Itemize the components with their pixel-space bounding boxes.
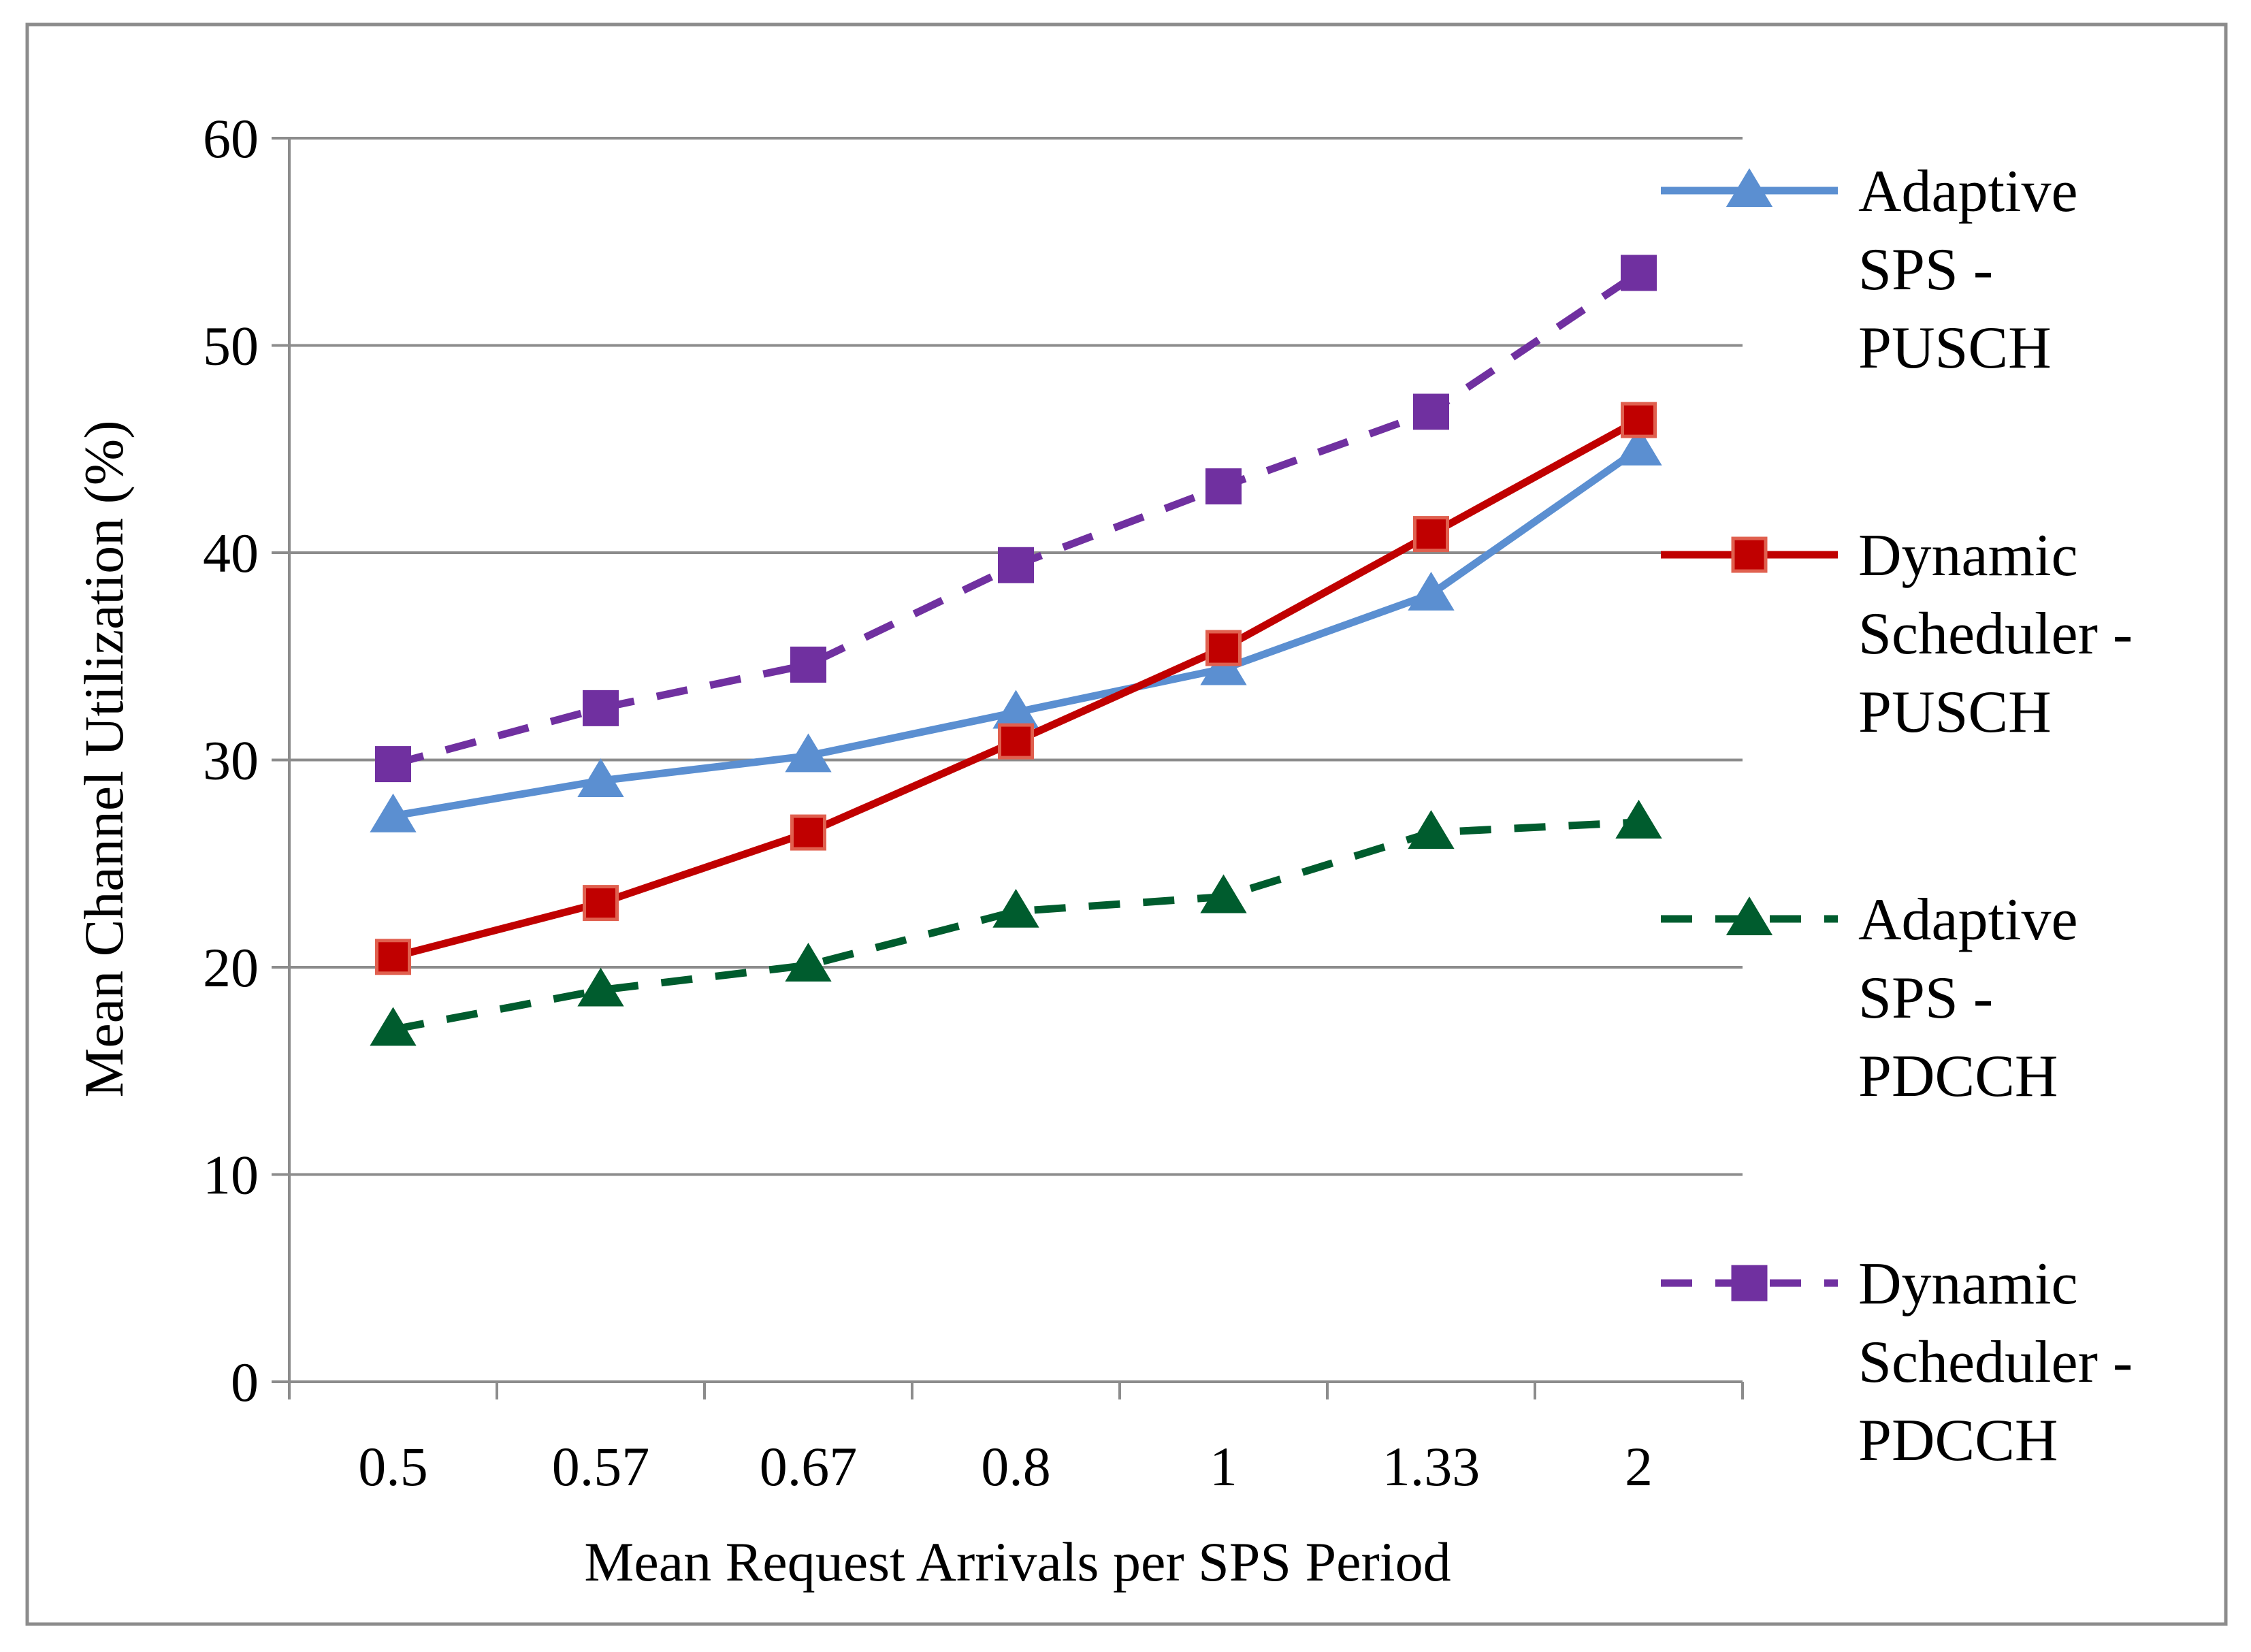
series-2-point-3 <box>992 888 1039 928</box>
x-axis-label: Mean Request Arrivals per SPS Period <box>584 1531 1451 1593</box>
series-0-point-0 <box>370 793 417 832</box>
series-3-point-2 <box>790 646 826 683</box>
axes <box>272 137 1744 1399</box>
series-1-point-3 <box>998 723 1034 760</box>
legend-label-3-1: Scheduler - <box>1858 1329 2133 1395</box>
legend-entry-0: Adaptive SPS - PUSCH <box>1661 159 2078 381</box>
y-tick-label-60: 60 <box>203 108 259 169</box>
y-tick-label-50: 50 <box>203 315 259 377</box>
x-tick-label-4: 1 <box>1210 1436 1237 1497</box>
legend-entry-3: Dynamic Scheduler - PDCCH <box>1661 1251 2133 1474</box>
series-3-point-6 <box>1621 255 1657 291</box>
y-tick-label-10: 10 <box>203 1144 259 1206</box>
series-3-point-4 <box>1205 468 1242 505</box>
legend-marker-3 <box>1731 1265 1768 1301</box>
legend-label-0-1: SPS - <box>1858 237 1993 303</box>
legend-label-3-2: PDCCH <box>1858 1408 2058 1474</box>
series-1 <box>375 402 1657 975</box>
series-3-point-0 <box>375 746 411 783</box>
series-1-point-2 <box>790 814 826 851</box>
legend-label-1-0: Dynamic <box>1858 523 2078 589</box>
series-0-point-1 <box>577 758 624 797</box>
y-tick-label-0: 0 <box>231 1351 259 1413</box>
series-3-point-3 <box>998 547 1034 583</box>
legend-label-2-0: Adaptive <box>1858 887 2078 953</box>
x-tick-label-3: 0.8 <box>981 1436 1051 1497</box>
legend-label-3-0: Dynamic <box>1858 1251 2078 1317</box>
legend-label-0-0: Adaptive <box>1858 159 2078 225</box>
y-tick-label-30: 30 <box>203 730 259 792</box>
legend-label-0-2: PUSCH <box>1858 315 2052 381</box>
legend: Adaptive SPS - PUSCH Dynamic Scheduler - PUSC… <box>1661 159 2133 1474</box>
legend-marker-2 <box>1726 896 1773 935</box>
series-group <box>370 255 1662 1046</box>
series-1-point-4 <box>1205 630 1242 666</box>
series-1-point-1 <box>583 885 619 922</box>
series-0-point-2 <box>785 733 832 773</box>
series-1-point-0 <box>375 939 411 975</box>
series-2-point-0 <box>370 1007 417 1046</box>
x-tick-label-6: 2 <box>1625 1436 1653 1497</box>
gridlines <box>289 137 1743 1176</box>
legend-marker-0 <box>1726 168 1773 207</box>
series-1-point-6 <box>1621 402 1657 438</box>
x-tick-labels: 0.5 0.57 0.67 0.8 1 1.33 2 <box>358 1436 1653 1497</box>
y-tick-labels: 0 10 20 30 40 50 60 <box>203 108 259 1413</box>
x-tick-label-0: 0.5 <box>358 1436 428 1497</box>
legend-marker-1 <box>1731 536 1768 573</box>
y-tick-label-40: 40 <box>203 522 259 584</box>
x-tick-label-5: 1.33 <box>1382 1436 1480 1497</box>
series-3-point-5 <box>1413 393 1449 430</box>
legend-label-1-2: PUSCH <box>1858 679 2052 745</box>
legend-label-2-2: PDCCH <box>1858 1043 2058 1110</box>
series-2-point-1 <box>577 967 624 1007</box>
series-2-point-5 <box>1408 810 1455 849</box>
series-0 <box>370 426 1662 832</box>
x-tick-label-2: 0.67 <box>760 1436 858 1497</box>
y-axis-label: Mean Channel Utilization (%) <box>73 420 135 1097</box>
series-2-point-6 <box>1615 799 1662 839</box>
series-0-point-5 <box>1408 571 1455 611</box>
series-0-point-6 <box>1615 426 1662 466</box>
series-1-point-5 <box>1413 516 1449 553</box>
legend-label-1-1: Scheduler - <box>1858 601 2133 667</box>
series-2 <box>370 799 1662 1046</box>
series-3-point-1 <box>583 690 619 726</box>
y-tick-label-20: 20 <box>203 937 259 999</box>
legend-label-2-1: SPS - <box>1858 965 1993 1031</box>
series-0-point-4 <box>1200 646 1247 685</box>
series-3 <box>375 255 1657 783</box>
series-2-point-4 <box>1200 874 1247 913</box>
series-2-point-2 <box>785 943 832 982</box>
x-tick-label-1: 0.57 <box>552 1436 650 1497</box>
legend-entry-1: Dynamic Scheduler - PUSCH <box>1661 523 2133 745</box>
legend-entry-2: Adaptive SPS - PDCCH <box>1661 887 2078 1110</box>
